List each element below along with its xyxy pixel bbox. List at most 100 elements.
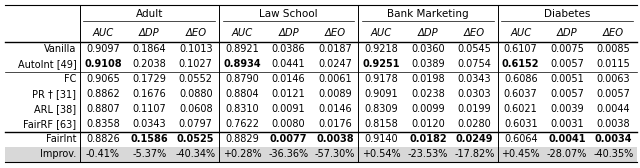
Text: +0.45%: +0.45% — [501, 149, 540, 159]
Text: 0.0038: 0.0038 — [316, 134, 354, 144]
Text: 0.0089: 0.0089 — [318, 89, 352, 99]
Text: Vanilla: Vanilla — [44, 44, 76, 54]
Text: 0.1027: 0.1027 — [179, 59, 212, 69]
Text: -40.35%: -40.35% — [593, 149, 634, 159]
Text: ΔDP: ΔDP — [417, 28, 438, 38]
Text: 0.0038: 0.0038 — [596, 119, 630, 129]
Text: ΔEO: ΔEO — [464, 28, 485, 38]
Text: FairRF [63]: FairRF [63] — [23, 119, 76, 129]
Text: 0.6064: 0.6064 — [504, 134, 538, 144]
Text: 0.0057: 0.0057 — [550, 89, 584, 99]
Text: 0.0075: 0.0075 — [550, 44, 584, 54]
Text: 0.1586: 0.1586 — [131, 134, 168, 144]
Text: 0.9097: 0.9097 — [86, 44, 120, 54]
Text: -5.37%: -5.37% — [132, 149, 166, 159]
Text: 0.0552: 0.0552 — [179, 74, 212, 84]
Text: Improv.: Improv. — [40, 149, 76, 159]
Text: 0.6037: 0.6037 — [504, 89, 538, 99]
Text: 0.1107: 0.1107 — [132, 104, 166, 114]
Text: 0.0247: 0.0247 — [318, 59, 352, 69]
Text: 0.6107: 0.6107 — [504, 44, 538, 54]
Text: 0.0386: 0.0386 — [272, 44, 305, 54]
Text: FC: FC — [64, 74, 76, 84]
Text: 0.0343: 0.0343 — [458, 74, 491, 84]
Text: 0.0051: 0.0051 — [550, 74, 584, 84]
Text: 0.8921: 0.8921 — [225, 44, 259, 54]
Text: 0.0199: 0.0199 — [458, 104, 491, 114]
Text: FairInt: FairInt — [46, 134, 76, 144]
Text: 0.9065: 0.9065 — [86, 74, 120, 84]
Text: 0.8807: 0.8807 — [86, 104, 120, 114]
Text: 0.0525: 0.0525 — [177, 134, 214, 144]
Text: 0.0238: 0.0238 — [411, 89, 445, 99]
Text: 0.0077: 0.0077 — [270, 134, 307, 144]
Text: AUC: AUC — [92, 28, 113, 38]
Text: 0.0044: 0.0044 — [596, 104, 630, 114]
Text: 0.8804: 0.8804 — [225, 89, 259, 99]
Text: 0.7622: 0.7622 — [225, 119, 259, 129]
Text: 0.0146: 0.0146 — [318, 104, 352, 114]
Text: 0.0115: 0.0115 — [596, 59, 630, 69]
Text: 0.1864: 0.1864 — [132, 44, 166, 54]
Text: 0.0389: 0.0389 — [411, 59, 445, 69]
Text: 0.6021: 0.6021 — [504, 104, 538, 114]
Text: 0.8862: 0.8862 — [86, 89, 120, 99]
Text: 0.0121: 0.0121 — [272, 89, 305, 99]
Text: AutoInt [49]: AutoInt [49] — [18, 59, 76, 69]
Text: 0.8158: 0.8158 — [365, 119, 398, 129]
Text: Adult: Adult — [136, 9, 163, 19]
Text: 0.9140: 0.9140 — [365, 134, 398, 144]
Text: ΔEO: ΔEO — [185, 28, 206, 38]
Text: AUC: AUC — [232, 28, 253, 38]
Text: 0.6031: 0.6031 — [504, 119, 538, 129]
Text: 0.0085: 0.0085 — [596, 44, 630, 54]
Text: -23.53%: -23.53% — [408, 149, 448, 159]
Text: -28.07%: -28.07% — [547, 149, 588, 159]
Text: 0.0099: 0.0099 — [411, 104, 445, 114]
Text: AUC: AUC — [371, 28, 392, 38]
Text: 0.6086: 0.6086 — [504, 74, 538, 84]
Text: 0.1729: 0.1729 — [132, 74, 166, 84]
Text: ARL [38]: ARL [38] — [35, 104, 76, 114]
Text: 0.8790: 0.8790 — [225, 74, 259, 84]
Text: 0.9091: 0.9091 — [365, 89, 398, 99]
Text: 0.0754: 0.0754 — [458, 59, 492, 69]
Text: 0.0057: 0.0057 — [596, 89, 630, 99]
Text: 0.8829: 0.8829 — [225, 134, 259, 144]
Text: 0.6152: 0.6152 — [502, 59, 540, 69]
Text: 0.0176: 0.0176 — [318, 119, 352, 129]
Text: AUC: AUC — [510, 28, 531, 38]
Text: ΔDP: ΔDP — [278, 28, 299, 38]
Text: Law School: Law School — [259, 9, 318, 19]
Text: +0.54%: +0.54% — [362, 149, 401, 159]
Text: 0.9108: 0.9108 — [84, 59, 122, 69]
Text: 0.0545: 0.0545 — [458, 44, 492, 54]
Text: 0.0441: 0.0441 — [272, 59, 305, 69]
Text: 0.0360: 0.0360 — [411, 44, 445, 54]
Text: 0.2038: 0.2038 — [132, 59, 166, 69]
Text: 0.0880: 0.0880 — [179, 89, 212, 99]
Text: 0.0041: 0.0041 — [548, 134, 586, 144]
Text: ΔEO: ΔEO — [324, 28, 346, 38]
Text: 0.0182: 0.0182 — [409, 134, 447, 144]
Text: 0.0797: 0.0797 — [179, 119, 212, 129]
Text: Bank Marketing: Bank Marketing — [387, 9, 468, 19]
Text: 0.0063: 0.0063 — [596, 74, 630, 84]
Text: 0.0091: 0.0091 — [272, 104, 305, 114]
Text: 0.9218: 0.9218 — [365, 44, 398, 54]
Text: Diabetes: Diabetes — [544, 9, 590, 19]
Text: 0.0061: 0.0061 — [318, 74, 352, 84]
Text: +0.28%: +0.28% — [223, 149, 262, 159]
Text: 0.8358: 0.8358 — [86, 119, 120, 129]
Text: PR † [31]: PR † [31] — [33, 89, 76, 99]
Text: 0.0198: 0.0198 — [411, 74, 445, 84]
Text: 0.1676: 0.1676 — [132, 89, 166, 99]
Text: 0.0608: 0.0608 — [179, 104, 212, 114]
Text: 0.0039: 0.0039 — [550, 104, 584, 114]
Text: -36.36%: -36.36% — [269, 149, 308, 159]
Text: -0.41%: -0.41% — [86, 149, 120, 159]
Text: 0.8826: 0.8826 — [86, 134, 120, 144]
Text: 0.8309: 0.8309 — [365, 104, 398, 114]
Text: -40.34%: -40.34% — [175, 149, 216, 159]
Text: 0.0249: 0.0249 — [456, 134, 493, 144]
